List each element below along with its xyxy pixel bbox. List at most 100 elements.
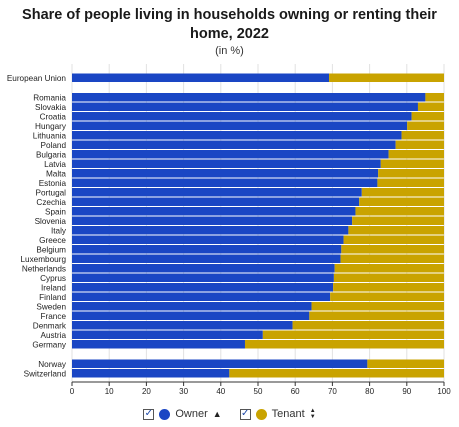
category-label-denmark: Denmark xyxy=(33,321,67,330)
bar-tenant-cyprus[interactable] xyxy=(333,273,444,283)
category-label-finland: Finland xyxy=(39,293,66,302)
bar-tenant-sweden[interactable] xyxy=(311,302,444,311)
bar-tenant-germany[interactable] xyxy=(244,340,444,349)
bar-tenant-switzerland[interactable] xyxy=(229,369,444,378)
tenant-checkbox[interactable]: ✓ xyxy=(239,408,251,420)
x-tick-label-2: 20 xyxy=(142,387,151,396)
bar-tenant-croatia[interactable] xyxy=(411,112,444,121)
bar-tenant-greece[interactable] xyxy=(343,235,444,245)
bar-owner-hungary[interactable] xyxy=(72,121,408,131)
bar-owner-portugal[interactable] xyxy=(72,188,362,197)
bar-owner-norway[interactable] xyxy=(72,359,368,369)
category-label-belgium: Belgium xyxy=(36,245,66,254)
bar-tenant-italy[interactable] xyxy=(348,226,444,235)
legend-item-owner[interactable]: ✓ Owner ▲ xyxy=(143,408,222,420)
legend: ✓ Owner ▲ ✓ Tenant ▲ ▼ xyxy=(0,405,459,423)
bar-tenant-france[interactable] xyxy=(309,311,444,321)
category-label-netherlands: Netherlands xyxy=(22,264,66,273)
bar-owner-slovenia[interactable] xyxy=(72,216,353,226)
bar-tenant-latvia[interactable] xyxy=(380,159,444,169)
bar-owner-netherlands[interactable] xyxy=(72,264,335,273)
bar-tenant-lithuania[interactable] xyxy=(401,131,444,140)
bar-tenant-netherlands[interactable] xyxy=(334,264,444,273)
bar-tenant-denmark[interactable] xyxy=(292,321,444,330)
category-label-hungary: Hungary xyxy=(35,122,67,131)
bar-owner-belgium[interactable] xyxy=(72,245,342,254)
category-label-luxembourg: Luxembourg xyxy=(20,255,66,264)
bar-owner-european-union[interactable] xyxy=(72,73,330,83)
bar-tenant-slovenia[interactable] xyxy=(352,216,444,226)
category-label-spain: Spain xyxy=(45,207,66,216)
bar-tenant-malta[interactable] xyxy=(378,169,444,178)
category-label-european-union: European Union xyxy=(7,74,67,83)
category-label-germany: Germany xyxy=(32,340,67,349)
bar-owner-slovakia[interactable] xyxy=(72,102,418,112)
bar-tenant-estonia[interactable] xyxy=(377,178,444,188)
bar-tenant-ireland[interactable] xyxy=(333,283,444,292)
bar-owner-luxembourg[interactable] xyxy=(72,254,341,264)
bar-owner-latvia[interactable] xyxy=(72,159,381,169)
bar-owner-czechia[interactable] xyxy=(72,197,360,207)
bar-tenant-belgium[interactable] xyxy=(341,245,444,254)
bar-owner-lithuania[interactable] xyxy=(72,131,402,140)
legend-item-tenant[interactable]: ✓ Tenant ▲ ▼ xyxy=(239,408,316,420)
category-label-france: France xyxy=(41,312,67,321)
x-tick-label-7: 70 xyxy=(328,387,337,396)
category-label-norway: Norway xyxy=(38,360,67,369)
bar-owner-croatia[interactable] xyxy=(72,112,412,121)
legend-tenant-label: Tenant xyxy=(271,408,305,420)
bar-owner-bulgaria[interactable] xyxy=(72,150,389,159)
category-label-sweden: Sweden xyxy=(36,302,66,311)
caret-up-icon[interactable]: ▲ xyxy=(212,408,222,419)
bar-tenant-luxembourg[interactable] xyxy=(340,254,444,264)
bar-owner-germany[interactable] xyxy=(72,340,245,349)
bar-tenant-austria[interactable] xyxy=(262,330,444,340)
bar-tenant-romania[interactable] xyxy=(425,93,444,102)
bar-owner-sweden[interactable] xyxy=(72,302,312,311)
x-tick-label-4: 40 xyxy=(216,387,225,396)
bar-owner-greece[interactable] xyxy=(72,235,344,245)
bar-owner-cyprus[interactable] xyxy=(72,273,334,283)
bar-tenant-finland[interactable] xyxy=(330,292,444,302)
bar-tenant-czechia[interactable] xyxy=(359,197,444,207)
category-label-slovakia: Slovakia xyxy=(35,103,66,112)
category-label-cyprus: Cyprus xyxy=(40,274,66,283)
bar-owner-estonia[interactable] xyxy=(72,178,378,188)
bar-owner-ireland[interactable] xyxy=(72,283,334,292)
bar-tenant-bulgaria[interactable] xyxy=(388,150,444,159)
category-label-portugal: Portugal xyxy=(36,188,67,197)
bar-tenant-spain[interactable] xyxy=(355,207,444,216)
bar-owner-switzerland[interactable] xyxy=(72,369,230,378)
bar-owner-france[interactable] xyxy=(72,311,310,321)
owner-checkbox[interactable]: ✓ xyxy=(143,408,155,420)
bar-owner-spain[interactable] xyxy=(72,207,356,216)
x-tick-label-8: 80 xyxy=(365,387,374,396)
x-tick-label-6: 60 xyxy=(291,387,300,396)
bar-owner-romania[interactable] xyxy=(72,93,426,102)
bar-owner-austria[interactable] xyxy=(72,330,263,340)
tenant-color-dot xyxy=(255,408,267,420)
bar-owner-finland[interactable] xyxy=(72,292,331,302)
owner-color-dot xyxy=(159,408,171,420)
category-label-croatia: Croatia xyxy=(40,112,67,121)
chart-subtitle: (in %) xyxy=(215,45,244,57)
category-label-bulgaria: Bulgaria xyxy=(36,150,66,159)
category-label-austria: Austria xyxy=(41,331,67,340)
bar-owner-italy[interactable] xyxy=(72,226,349,235)
bar-owner-denmark[interactable] xyxy=(72,321,293,330)
bar-owner-malta[interactable] xyxy=(72,169,379,178)
sort-both-icon[interactable]: ▲ ▼ xyxy=(309,408,316,420)
category-label-estonia: Estonia xyxy=(39,179,67,188)
legend-owner-label: Owner xyxy=(175,408,208,420)
bar-owner-poland[interactable] xyxy=(72,140,396,150)
bar-tenant-poland[interactable] xyxy=(395,140,444,150)
category-label-slovenia: Slovenia xyxy=(35,217,67,226)
bar-tenant-hungary[interactable] xyxy=(407,121,444,131)
bar-tenant-norway[interactable] xyxy=(367,359,444,369)
bar-tenant-european-union[interactable] xyxy=(329,73,444,83)
category-label-latvia: Latvia xyxy=(44,160,66,169)
category-label-greece: Greece xyxy=(39,236,66,245)
bar-tenant-portugal[interactable] xyxy=(361,188,444,197)
bar-tenant-slovakia[interactable] xyxy=(417,102,444,112)
x-tick-label-1: 10 xyxy=(105,387,114,396)
